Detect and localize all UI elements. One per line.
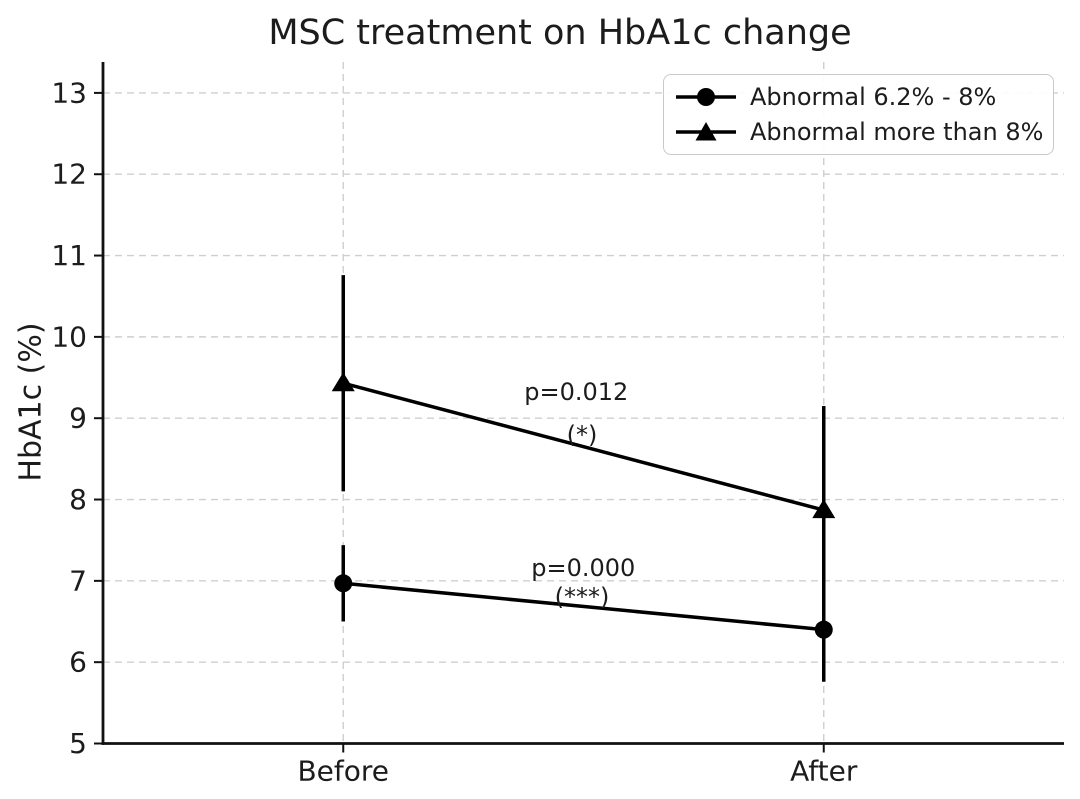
data-point-circle <box>334 574 353 593</box>
annotation-significance-lower: (***) <box>554 583 610 612</box>
y-tick-label: 8 <box>69 483 87 516</box>
legend-label-abnormal-more-8: Abnormal more than 8% <box>750 117 1044 146</box>
y-tick-label: 10 <box>51 320 87 353</box>
circle-marker-icon <box>676 88 736 107</box>
data-point-triangle <box>331 372 355 392</box>
legend: Abnormal 6.2% - 8% Abnormal more than 8% <box>663 74 1054 155</box>
y-axis-label: HbA1c (%) <box>13 322 49 482</box>
y-tick-label: 6 <box>69 646 87 679</box>
y-tick-label: 12 <box>51 158 87 191</box>
legend-item-abnormal-more-8: Abnormal more than 8% <box>676 117 1044 146</box>
data-point-triangle <box>812 499 836 519</box>
y-tick-label: 5 <box>69 727 87 760</box>
annotation-p-value-lower: p=0.000 <box>531 553 636 582</box>
y-tick-label: 7 <box>69 564 87 597</box>
y-tick-label: 9 <box>69 402 87 435</box>
legend-item-abnormal-6-8: Abnormal 6.2% - 8% <box>676 83 1041 111</box>
x-tick-label: After <box>790 754 858 787</box>
series-line <box>343 581 824 632</box>
annotation-significance-upper: (*) <box>566 421 598 450</box>
x-tick-label: Before <box>297 754 389 787</box>
legend-label-abnormal-6-8: Abnormal 6.2% - 8% <box>750 83 997 112</box>
annotation-p-value-upper: p=0.012 <box>524 378 629 407</box>
y-tick-label: 13 <box>51 76 87 109</box>
chart-title: MSC treatment on HbA1c change <box>268 13 852 53</box>
y-tick-label: 11 <box>51 239 87 272</box>
series-line <box>342 381 825 512</box>
data-point-circle <box>814 620 833 639</box>
triangle-marker-icon <box>676 121 736 141</box>
